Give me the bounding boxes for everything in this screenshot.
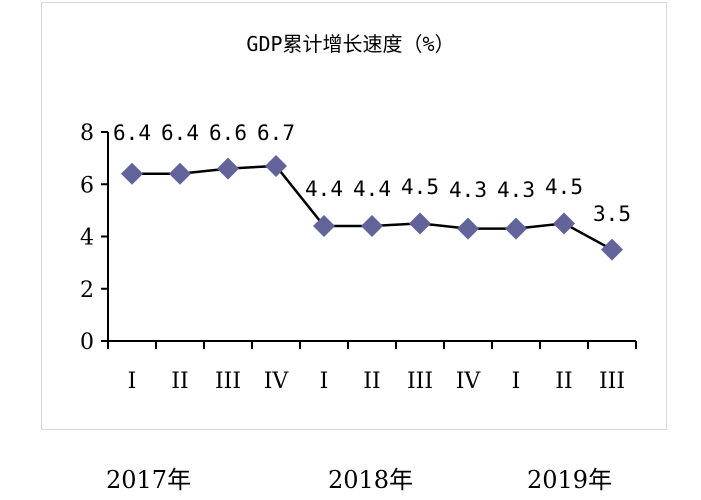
data-label: 4.4: [353, 177, 391, 201]
data-label: 6.7: [257, 121, 295, 145]
x-tick-label: I: [128, 369, 137, 394]
x-tick-label: III: [215, 369, 241, 394]
y-tick-label: 2: [80, 278, 94, 303]
diamond-marker: [265, 154, 287, 177]
data-label: 6.4: [113, 121, 151, 145]
x-tick-label: III: [407, 369, 433, 394]
data-label: 4.5: [401, 175, 439, 199]
year-label-2017: 2017年: [106, 466, 192, 494]
data-label: 6.6: [209, 121, 247, 145]
diamond-marker: [169, 162, 191, 185]
x-tick-label: IV: [456, 369, 482, 394]
x-tick-label: IV: [264, 369, 290, 394]
x-tick-label: II: [555, 369, 572, 394]
y-tick-label: 6: [80, 173, 94, 198]
diamond-marker: [121, 162, 143, 185]
diamond-marker: [553, 212, 575, 235]
diamond-marker: [313, 215, 335, 238]
data-label: 3.5: [593, 202, 631, 226]
data-label: 4.5: [545, 175, 583, 199]
data-label: 4.4: [305, 177, 343, 201]
x-tick-label: I: [512, 369, 521, 394]
x-tick-label: III: [599, 369, 625, 394]
diamond-marker: [361, 215, 383, 238]
data-label: 4.3: [497, 178, 535, 202]
year-label-2018: 2018年: [328, 466, 414, 494]
chart-frame: [41, 2, 667, 430]
x-tick-label: I: [320, 369, 329, 394]
chart-title: GDP累计增长速度（%）: [246, 32, 455, 56]
y-tick-label: 4: [80, 226, 94, 251]
diamond-marker: [217, 157, 239, 180]
y-tick-label: 8: [80, 121, 94, 146]
diamond-marker: [601, 238, 623, 261]
data-label: 6.4: [161, 121, 199, 145]
data-label: 4.3: [449, 178, 487, 202]
x-tick-label: II: [363, 369, 380, 394]
x-tick-label: II: [171, 369, 188, 394]
diamond-marker: [409, 212, 431, 235]
year-label-2019: 2019年: [527, 466, 613, 494]
y-tick-label: 0: [80, 330, 94, 355]
diamond-marker: [505, 217, 527, 240]
diamond-marker: [457, 217, 479, 240]
